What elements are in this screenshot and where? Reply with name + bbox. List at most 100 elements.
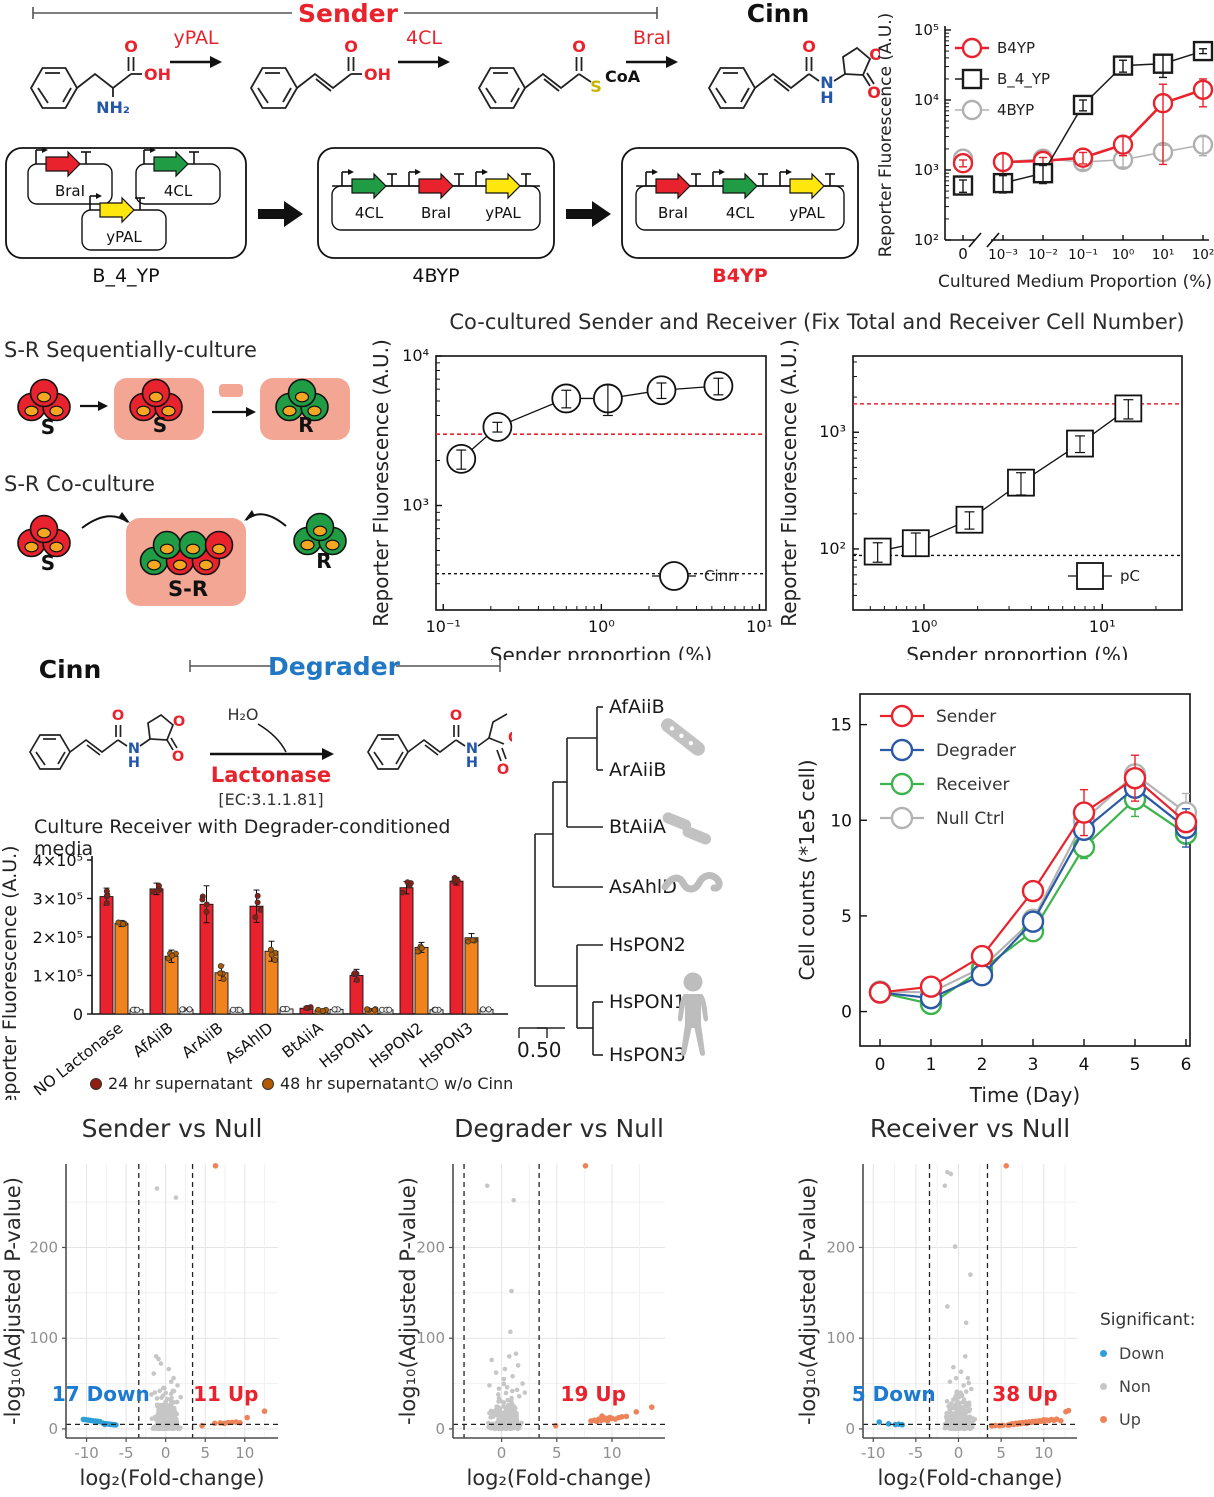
atom-h: H xyxy=(466,755,478,771)
scale-bar-marks xyxy=(518,1027,548,1038)
legend-item-up: Up xyxy=(1100,1410,1212,1429)
atom-oh: OH xyxy=(144,65,171,84)
svg-text:10²: 10² xyxy=(819,539,846,558)
svg-text:4CL: 4CL xyxy=(355,204,384,222)
count-annotations: 5 Down 38 Up xyxy=(852,1382,1058,1406)
svg-text:pC: pC xyxy=(1120,567,1140,585)
volcano-degrader-title: Degrader vs Null xyxy=(454,1114,664,1143)
svg-text:B4YP: B4YP xyxy=(712,265,767,287)
atom-o: O xyxy=(572,37,586,56)
svg-text:10⁰: 10⁰ xyxy=(1112,247,1135,263)
coculture-cinn-chart: 10⁻¹ 10⁰ 10¹ 10³ 10⁴ Sender proportion (%) Rep… xyxy=(372,339,773,660)
svg-text:17 Down: 17 Down xyxy=(52,1382,150,1406)
sender-bracket xyxy=(32,7,658,19)
svg-text:B4YP: B4YP xyxy=(997,39,1035,57)
svg-text:log₂(Fold-change): log₂(Fold-change) xyxy=(466,1466,651,1490)
ec-number: [EC:3.1.1.81] xyxy=(218,790,323,809)
svg-text:Sender: Sender xyxy=(936,707,996,727)
svg-text:HsPON1: HsPON1 xyxy=(316,1019,377,1072)
enzyme-4cl: 4CL xyxy=(406,27,442,49)
legend-up-label: Up xyxy=(1119,1410,1141,1429)
axes: 0 5 100100200log₂(Fold-change)-log₁₀(Adjus… xyxy=(396,1164,665,1490)
svg-text:Degrader: Degrader xyxy=(936,741,1016,761)
series-pC xyxy=(863,394,1143,566)
svg-text:B_4_YP: B_4_YP xyxy=(92,265,159,287)
cinn-molecule: O N H O O xyxy=(707,37,880,109)
axes: 0 1×10⁵ 2×10⁵ 3×10⁵ 4×10⁵ Reporter Fluorescen… xyxy=(0,845,508,1100)
svg-text:BraI: BraI xyxy=(658,204,688,222)
svg-text:0: 0 xyxy=(73,1005,83,1024)
degrader-bracket xyxy=(189,660,501,672)
series-Sender xyxy=(868,754,1198,1004)
svg-text:0: 0 xyxy=(845,1420,855,1438)
svg-text:ArAiiB: ArAiiB xyxy=(178,1019,226,1062)
series-B_4_YP xyxy=(952,40,1214,196)
svg-text:yPAL: yPAL xyxy=(485,204,521,222)
coculture-title: Co-cultured Sender and Receiver (Fix Tot… xyxy=(449,310,1185,334)
atom-ring-o: O xyxy=(173,714,185,730)
svg-text:0: 0 xyxy=(48,1420,58,1438)
svg-text:3: 3 xyxy=(1028,1055,1039,1075)
degradation-reaction-panel: Cinn Degrader O N H O O H₂O xyxy=(29,652,512,809)
svg-text:10: 10 xyxy=(235,1444,254,1462)
ypal-arrow: yPAL xyxy=(170,27,222,68)
svg-text:Cell counts (*1e5 cell): Cell counts (*1e5 cell) xyxy=(798,759,819,980)
threshold-lines xyxy=(453,1164,665,1438)
svg-text:5: 5 xyxy=(552,1444,562,1462)
series-Cinn xyxy=(446,371,734,474)
svg-text:10: 10 xyxy=(830,811,852,831)
svg-text:5: 5 xyxy=(841,907,852,927)
bar-group-NO Lactonase xyxy=(99,887,144,1015)
construct-B_4_YP: BraI 4CL yPAL B_4_YP xyxy=(5,147,247,287)
svg-text:4BYP: 4BYP xyxy=(997,101,1034,119)
series-B4YP xyxy=(952,78,1214,175)
svg-text:10⁻²: 10⁻² xyxy=(1028,247,1058,263)
svg-text:HsPON3: HsPON3 xyxy=(416,1019,477,1072)
svg-text:10²: 10² xyxy=(1192,247,1214,263)
atom-h: H xyxy=(820,88,833,107)
cinn-title: Cinn xyxy=(747,0,810,28)
up-dot-icon xyxy=(1100,1416,1107,1423)
non-dot-icon xyxy=(1100,1383,1107,1390)
coculture-pc-chart: 10⁰ 10¹ 10² 10³ Sender proportion (%) Reporte… xyxy=(780,339,1183,660)
legend-item-down: Down xyxy=(1100,1344,1212,1363)
tree-leaf-afaiib: AfAiiB xyxy=(609,696,665,718)
svg-text:200: 200 xyxy=(416,1238,445,1256)
svg-text:Reporter Fluorescence (A.U.): Reporter Fluorescence (A.U.) xyxy=(876,13,896,257)
tree-leaf-hspon1: HsPON1 xyxy=(609,991,686,1013)
count-annotations: 17 Down 11 Up xyxy=(52,1382,259,1406)
chart-legend: pC xyxy=(1068,562,1140,590)
worm-icon xyxy=(661,872,723,893)
svg-text:S: S xyxy=(153,413,167,437)
axes: 10⁰ 10¹ 10² 10³ Sender proportion (%) Reporte… xyxy=(780,339,1183,660)
svg-text:10⁻¹: 10⁻¹ xyxy=(426,617,461,636)
svg-text:11 Up: 11 Up xyxy=(193,1382,258,1406)
atom-acid-o: O xyxy=(497,762,509,778)
bar-group-HsPON3 xyxy=(449,874,494,1015)
down-dot-icon xyxy=(1100,1350,1107,1357)
svg-text:100: 100 xyxy=(416,1329,445,1347)
bar-group-HsPON2 xyxy=(399,879,444,1015)
svg-text:5: 5 xyxy=(200,1444,210,1462)
svg-text:yPAL: yPAL xyxy=(789,204,825,222)
svg-text:-10: -10 xyxy=(74,1444,99,1462)
human-icon xyxy=(677,972,709,1056)
construct-4BYP: 4CL BraI yPAL 4BYP xyxy=(317,147,555,287)
svg-text:4×10⁵: 4×10⁵ xyxy=(33,851,83,870)
svg-text:0: 0 xyxy=(161,1444,171,1462)
atom-o: O xyxy=(344,37,358,56)
svg-text:0: 0 xyxy=(958,245,968,263)
cinnamic-acid-molecule: O OH xyxy=(249,37,391,109)
svg-text:AfAiiB: AfAiiB xyxy=(130,1019,177,1061)
bar-legend: 24 hr supernatant 48 hr supernatant w/o Ci… xyxy=(90,1074,513,1093)
svg-text:5: 5 xyxy=(1130,1055,1141,1075)
svg-text:100: 100 xyxy=(826,1329,855,1347)
atom-coa: CoA xyxy=(605,67,641,86)
tree-leaf-araiib: ArAiiB xyxy=(609,759,666,781)
svg-text:Sender proportion (%): Sender proportion (%) xyxy=(490,643,712,660)
tree-leaf-hspon2: HsPON2 xyxy=(609,934,686,956)
svg-text:1×10⁵: 1×10⁵ xyxy=(33,967,83,986)
atom-s: S xyxy=(590,77,602,96)
bar-group-BtAiiA xyxy=(299,1004,344,1015)
